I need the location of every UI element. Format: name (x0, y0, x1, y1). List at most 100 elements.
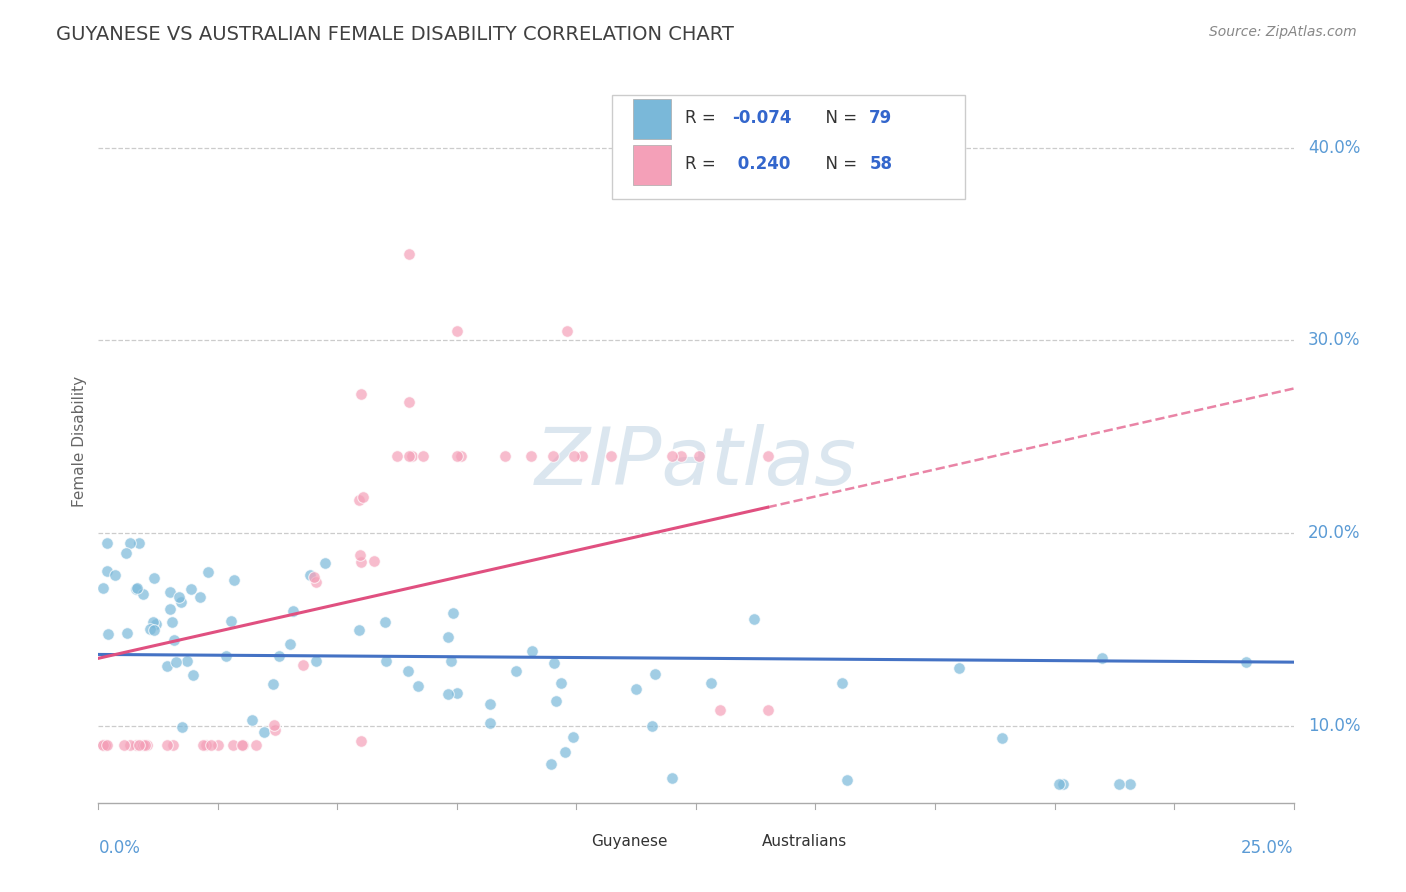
Point (163, 633, 186, 648)
Text: R =: R = (685, 110, 721, 128)
Point (1091, 651, 1114, 665)
Text: -0.074: -0.074 (733, 110, 792, 128)
FancyBboxPatch shape (730, 827, 756, 855)
Point (600, 449, 623, 463)
Point (669, 449, 692, 463)
Point (104, 568, 127, 582)
Point (436, 630, 458, 644)
Point (215, 648, 238, 663)
Point (180, 582, 202, 596)
Point (374, 615, 396, 630)
FancyBboxPatch shape (613, 95, 965, 200)
Point (94, 738, 117, 752)
Point (494, 449, 516, 463)
Point (437, 686, 460, 700)
Point (756, 449, 779, 463)
Point (1119, 776, 1142, 790)
Point (145, 616, 167, 631)
Point (347, 493, 370, 508)
FancyBboxPatch shape (633, 145, 671, 185)
Point (396, 664, 419, 678)
Point (352, 490, 374, 504)
Point (197, 565, 219, 579)
Point (91, 738, 114, 752)
Point (245, 738, 267, 752)
Point (195, 738, 218, 752)
Point (302, 570, 325, 584)
Point (281, 604, 304, 618)
Point (96, 738, 118, 752)
Text: 58: 58 (869, 155, 893, 173)
Point (91, 581, 114, 595)
Point (142, 623, 165, 637)
Point (505, 665, 527, 679)
Point (562, 731, 585, 745)
Point (128, 536, 150, 550)
Point (541, 449, 564, 463)
Point (125, 582, 148, 596)
Point (305, 654, 328, 668)
Point (222, 738, 245, 752)
Text: Guyanese: Guyanese (591, 834, 668, 848)
Point (191, 738, 214, 752)
Point (91, 738, 114, 752)
Point (183, 667, 205, 681)
Point (700, 676, 723, 690)
Point (661, 449, 683, 463)
Text: 79: 79 (869, 110, 893, 128)
Point (626, 681, 648, 696)
Point (305, 574, 328, 589)
Text: 10.0%: 10.0% (1308, 717, 1361, 735)
Point (167, 590, 190, 604)
Text: 30.0%: 30.0% (1308, 332, 1361, 350)
Point (118, 535, 141, 549)
Point (571, 449, 593, 463)
Point (224, 574, 246, 588)
Point (253, 725, 276, 739)
Point (139, 622, 162, 636)
Point (298, 568, 321, 582)
Point (165, 655, 187, 669)
Point (219, 614, 242, 628)
Point (143, 571, 166, 585)
Point (520, 449, 543, 463)
Point (125, 738, 148, 752)
Point (1108, 776, 1130, 790)
Point (742, 612, 765, 626)
Point (156, 659, 179, 673)
Point (160, 615, 183, 630)
Text: 0.240: 0.240 (733, 155, 790, 173)
Point (363, 554, 385, 568)
Point (350, 387, 373, 401)
Point (543, 657, 565, 671)
Point (134, 738, 156, 752)
Point (446, 686, 468, 700)
Point (314, 556, 336, 570)
Point (347, 623, 370, 637)
Text: ZIPatlas: ZIPatlas (534, 425, 858, 502)
Point (115, 626, 138, 640)
Point (398, 449, 420, 463)
Point (450, 449, 472, 463)
Point (446, 324, 468, 338)
Point (263, 717, 285, 731)
Text: GUYANESE VS AUSTRALIAN FEMALE DISABILITY CORRELATION CHART: GUYANESE VS AUSTRALIAN FEMALE DISABILITY… (56, 25, 734, 44)
Text: 25.0%: 25.0% (1241, 838, 1294, 857)
Point (125, 581, 148, 595)
Point (554, 745, 576, 759)
Point (200, 738, 222, 752)
Text: 20.0%: 20.0% (1308, 524, 1361, 542)
Text: Australians: Australians (762, 834, 846, 848)
Point (263, 723, 285, 737)
Text: R =: R = (685, 155, 721, 173)
Point (831, 676, 853, 690)
Point (441, 606, 464, 620)
Point (112, 738, 135, 752)
Point (644, 666, 666, 681)
Point (118, 738, 141, 752)
Point (661, 771, 683, 785)
Point (232, 738, 254, 752)
FancyBboxPatch shape (558, 827, 585, 855)
Point (159, 602, 181, 616)
Point (1047, 776, 1070, 790)
